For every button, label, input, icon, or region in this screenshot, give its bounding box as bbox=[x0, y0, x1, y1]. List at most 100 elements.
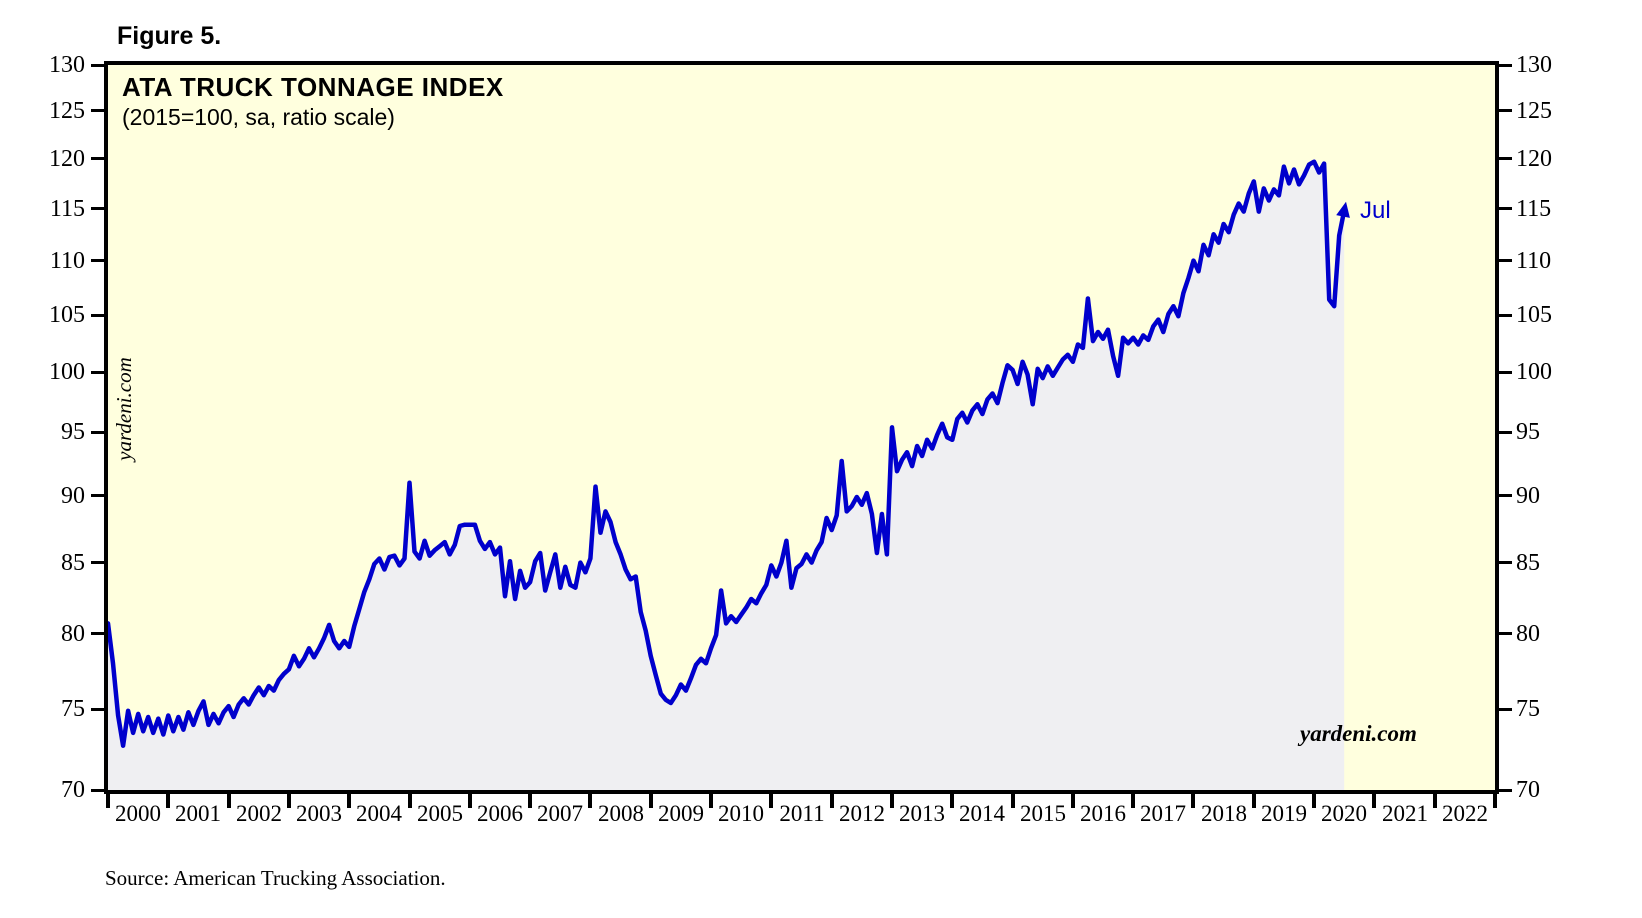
y-axis-tick-right bbox=[1499, 632, 1512, 635]
x-axis-tick bbox=[830, 794, 834, 808]
x-axis-tick bbox=[890, 794, 894, 808]
x-axis-year-label: 2004 bbox=[356, 801, 402, 826]
y-axis-label-left: 105 bbox=[49, 302, 85, 328]
y-axis-tick-left bbox=[91, 314, 104, 317]
x-axis-tick bbox=[1372, 794, 1376, 808]
y-axis-tick-left bbox=[91, 431, 104, 434]
y-axis-label-right: 100 bbox=[1516, 359, 1552, 385]
x-axis-year-label: 2000 bbox=[115, 801, 161, 826]
y-axis-tick-left bbox=[91, 157, 104, 160]
y-axis-tick-right bbox=[1499, 708, 1512, 711]
x-axis-tick bbox=[408, 794, 412, 808]
source-note: Source: American Trucking Association. bbox=[105, 866, 446, 890]
x-axis-year-label: 2015 bbox=[1020, 801, 1066, 826]
x-axis-tick bbox=[287, 794, 291, 808]
y-axis-tick-left bbox=[91, 371, 104, 374]
x-axis-year-label: 2007 bbox=[537, 801, 583, 826]
x-axis-tick bbox=[347, 794, 351, 808]
y-axis-label-left: 120 bbox=[49, 146, 85, 172]
x-axis-tick bbox=[649, 794, 653, 808]
x-axis-tick bbox=[227, 794, 231, 808]
y-axis-tick-right bbox=[1499, 207, 1512, 210]
y-axis-tick-left bbox=[91, 632, 104, 635]
x-axis-tick bbox=[950, 794, 954, 808]
y-axis-tick-right bbox=[1499, 64, 1512, 67]
y-axis-tick-right bbox=[1499, 431, 1512, 434]
x-axis-year-label: 2001 bbox=[175, 801, 221, 826]
watermark-yardeni-bottom-right: yardeni.com bbox=[1300, 721, 1417, 746]
y-axis-label-right: 105 bbox=[1516, 302, 1552, 328]
y-axis-label-left: 75 bbox=[61, 696, 85, 722]
y-axis-tick-left bbox=[91, 207, 104, 210]
y-axis-label-right: 110 bbox=[1516, 248, 1552, 274]
x-axis-year-label: 2013 bbox=[899, 801, 945, 826]
x-axis-tick bbox=[1071, 794, 1075, 808]
y-axis-tick-left bbox=[91, 789, 104, 792]
x-axis-tick bbox=[528, 794, 532, 808]
x-axis-year-label: 2011 bbox=[779, 801, 825, 826]
y-axis-label-left: 125 bbox=[49, 98, 85, 124]
x-axis-year-label: 2003 bbox=[296, 801, 342, 826]
x-axis-tick bbox=[1131, 794, 1135, 808]
y-axis-tick-right bbox=[1499, 371, 1512, 374]
x-axis-year-label: 2005 bbox=[417, 801, 463, 826]
watermark-yardeni-vertical: yardeni.com bbox=[112, 357, 136, 461]
y-axis-tick-right bbox=[1499, 109, 1512, 112]
x-axis-year-label: 2021 bbox=[1382, 801, 1428, 826]
line-end-arrow-icon bbox=[1336, 201, 1350, 218]
x-axis-year-label: 2008 bbox=[598, 801, 644, 826]
y-axis-label-left: 80 bbox=[61, 621, 85, 647]
y-axis-tick-right bbox=[1499, 157, 1512, 160]
y-axis-label-left: 85 bbox=[61, 550, 85, 576]
y-axis-tick-right bbox=[1499, 314, 1512, 317]
y-axis-tick-left bbox=[91, 494, 104, 497]
y-axis-label-right: 115 bbox=[1516, 196, 1552, 222]
y-axis-tick-left bbox=[91, 64, 104, 67]
figure-label: Figure 5. bbox=[117, 22, 222, 50]
x-axis-year-label: 2022 bbox=[1442, 801, 1488, 826]
x-axis-tick bbox=[1252, 794, 1256, 808]
x-axis-tick bbox=[1011, 794, 1015, 808]
x-axis-year-label: 2018 bbox=[1201, 801, 1247, 826]
x-axis-year-label: 2016 bbox=[1080, 801, 1126, 826]
y-axis-label-right: 120 bbox=[1516, 146, 1552, 172]
x-axis-tick bbox=[769, 794, 773, 808]
y-axis-tick-left bbox=[91, 259, 104, 262]
y-axis-tick-right bbox=[1499, 561, 1512, 564]
last-point-annotation: Jul bbox=[1360, 197, 1391, 224]
chart-title: ATA TRUCK TONNAGE INDEX bbox=[122, 72, 504, 102]
y-axis-tick-left bbox=[91, 708, 104, 711]
x-axis-tick bbox=[709, 794, 713, 808]
x-axis-year-label: 2012 bbox=[839, 801, 885, 826]
x-axis-tick bbox=[468, 794, 472, 808]
x-axis-year-label: 2019 bbox=[1261, 801, 1307, 826]
y-axis-label-right: 90 bbox=[1516, 483, 1540, 509]
chart-plot-area: ATA TRUCK TONNAGE INDEX (2015=100, sa, r… bbox=[104, 61, 1499, 794]
tonnage-line bbox=[108, 159, 1347, 748]
x-axis-year-label: 2006 bbox=[477, 801, 523, 826]
y-axis-tick-left bbox=[91, 561, 104, 564]
y-axis-label-left: 130 bbox=[49, 52, 85, 78]
x-axis-year-label: 2017 bbox=[1140, 801, 1186, 826]
y-axis-tick-right bbox=[1499, 789, 1512, 792]
x-axis-year-label: 2014 bbox=[959, 801, 1005, 826]
y-axis-label-left: 70 bbox=[61, 777, 85, 803]
y-axis-label-right: 130 bbox=[1516, 52, 1552, 78]
x-axis-tick bbox=[1312, 794, 1316, 808]
x-axis-year-label: 2009 bbox=[658, 801, 704, 826]
x-axis-year-label: 2020 bbox=[1321, 801, 1367, 826]
y-axis-label-right: 95 bbox=[1516, 419, 1540, 445]
x-axis-tick bbox=[1191, 794, 1195, 808]
y-axis-label-right: 80 bbox=[1516, 621, 1540, 647]
y-axis-label-left: 115 bbox=[49, 196, 85, 222]
y-axis-label-right: 125 bbox=[1516, 98, 1552, 124]
x-axis-tick bbox=[166, 794, 170, 808]
x-axis-tick bbox=[106, 794, 110, 808]
y-axis-tick-right bbox=[1499, 259, 1512, 262]
y-axis-label-left: 110 bbox=[49, 248, 85, 274]
y-axis-label-left: 95 bbox=[61, 419, 85, 445]
x-axis-tick bbox=[1433, 794, 1437, 808]
x-axis-tick bbox=[588, 794, 592, 808]
plot-svg bbox=[108, 159, 1350, 790]
y-axis-label-left: 90 bbox=[61, 483, 85, 509]
